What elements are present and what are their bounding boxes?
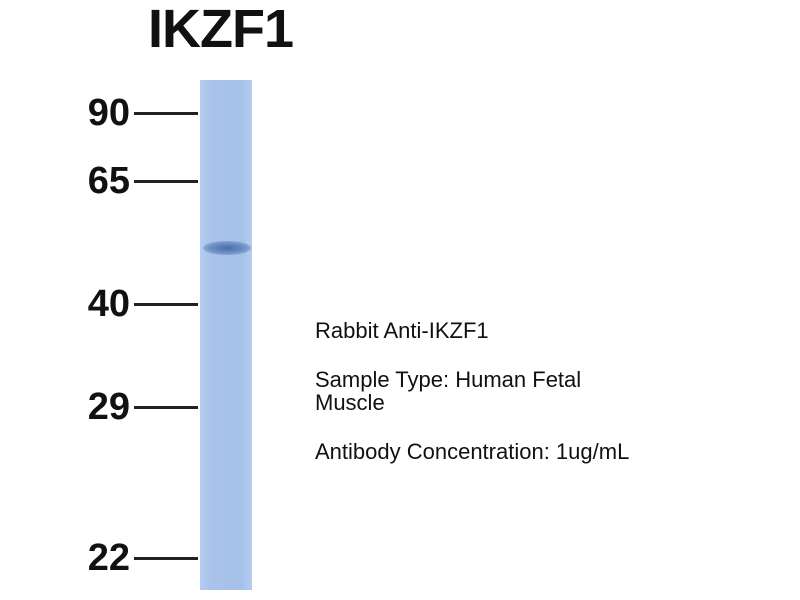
blot-title: IKZF1 (148, 0, 294, 59)
blot-lane (200, 80, 252, 590)
marker-65: 65 (0, 160, 200, 202)
marker-label: 29 (87, 386, 130, 428)
marker-90: 90 (0, 92, 200, 134)
marker-40: 40 (0, 283, 200, 325)
marker-label: 90 (87, 92, 130, 134)
marker-tick (134, 303, 198, 306)
marker-tick (134, 180, 198, 183)
sample-type-text: Sample Type: Human Fetal (315, 367, 582, 392)
protein-band (203, 241, 251, 255)
marker-22: 22 (0, 537, 200, 579)
concentration-text: Antibody Concentration: 1ug/mL (315, 439, 630, 464)
antibody-text: Rabbit Anti-IKZF1 (315, 318, 489, 343)
sample-type-text-cont: Muscle (315, 390, 385, 415)
marker-tick (134, 406, 198, 409)
marker-label: 22 (87, 537, 130, 579)
marker-29: 29 (0, 386, 200, 428)
marker-label: 40 (87, 283, 130, 325)
marker-tick (134, 557, 198, 560)
marker-tick (134, 112, 198, 115)
marker-label: 65 (87, 160, 130, 202)
